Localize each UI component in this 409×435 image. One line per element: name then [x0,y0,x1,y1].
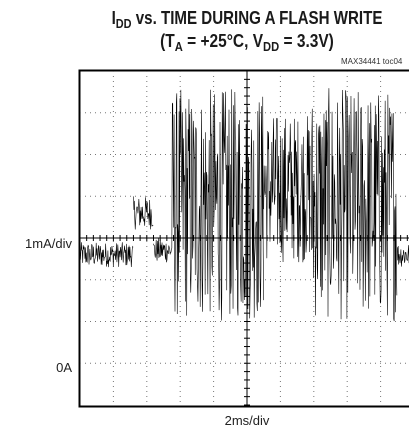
center-axes [79,70,409,406]
trace-segment [171,89,264,321]
trace-segment [153,238,172,263]
chart-title-line-1: IDD vs. TIME DURING A FLASH WRITE [111,8,383,31]
figure-code: MAX34441 toc04 [341,57,403,66]
trace-segment [79,242,134,268]
x-scale-label: 2ms/div [224,413,270,428]
trace-segment [397,245,409,267]
chart-title-line-2: (TA = +25°C, VDD = 3.3V) [160,31,334,54]
trace-segment [133,196,154,230]
trace-segment [263,116,311,263]
current-trace [79,88,409,322]
y-scale-label: 1mA/div [25,236,72,251]
zero-level-label: 0A [56,360,72,375]
trace-segment [310,88,398,322]
